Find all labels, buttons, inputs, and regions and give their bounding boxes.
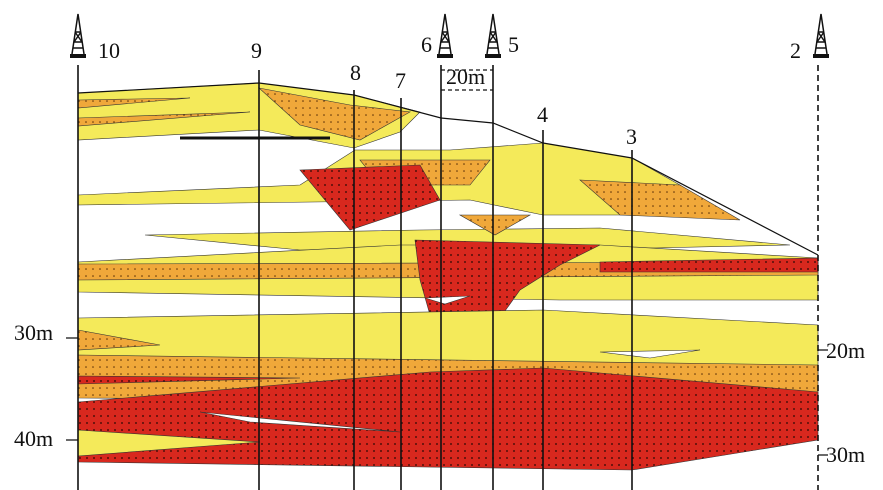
well-label: 7	[395, 68, 406, 93]
well-label: 5	[508, 32, 519, 57]
well-label: 9	[251, 38, 262, 63]
cross-section: 10 9 8 7 6 5 4 3 2 20m 30m 40m 20m 30m	[0, 0, 883, 490]
well-label: 3	[626, 124, 637, 149]
strata	[78, 83, 818, 470]
depth-label: 30m	[826, 442, 865, 467]
depth-label: 30m	[14, 320, 53, 345]
depth-label: 20m	[826, 338, 865, 363]
scale-bar-label: 20m	[446, 64, 485, 89]
well-label: 4	[537, 102, 548, 127]
well-label: 6	[421, 32, 432, 57]
well-label: 2	[790, 38, 801, 63]
well-label: 10	[98, 38, 120, 63]
depth-label: 40m	[14, 426, 53, 451]
well-label: 8	[350, 60, 361, 85]
